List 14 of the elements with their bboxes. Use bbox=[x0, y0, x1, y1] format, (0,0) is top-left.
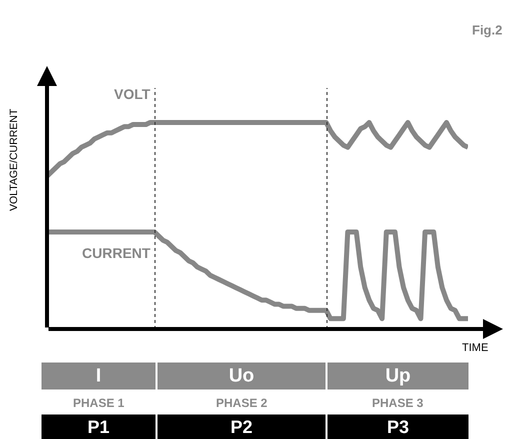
text: PHASE 1 bbox=[73, 396, 125, 410]
series-label: CURRENT bbox=[82, 245, 151, 261]
text: P3 bbox=[386, 417, 410, 437]
text: PHASE 2 bbox=[216, 396, 268, 410]
text: Up bbox=[385, 366, 411, 386]
x-axis-title: TIME bbox=[462, 342, 488, 354]
text: P2 bbox=[230, 417, 253, 437]
text: P1 bbox=[87, 417, 110, 437]
text: Uo bbox=[228, 366, 254, 386]
y-axis-title: VOLTAGE/CURRENT bbox=[8, 108, 20, 211]
series-label: VOLT bbox=[114, 86, 151, 102]
text: I bbox=[96, 366, 102, 386]
chart-title: Fig.2 bbox=[472, 22, 502, 38]
text: PHASE 3 bbox=[372, 396, 424, 410]
